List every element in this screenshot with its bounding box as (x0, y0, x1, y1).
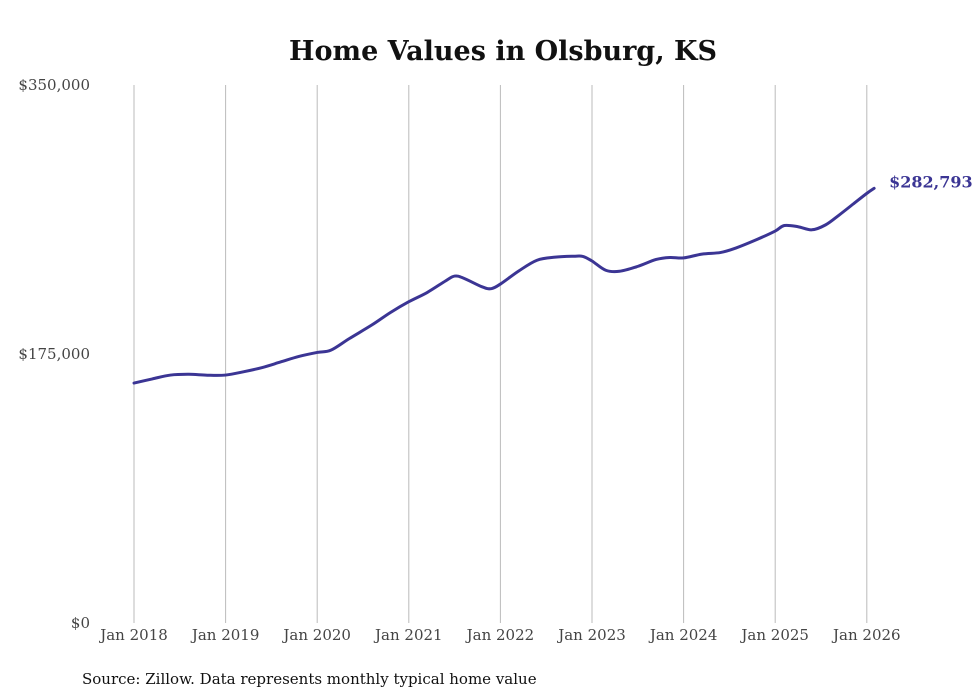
x-tick-label: Jan 2024 (648, 626, 718, 644)
x-tick-label: Jan 2023 (556, 626, 626, 644)
chart-title: Home Values in Olsburg, KS (289, 36, 717, 67)
x-tick-label: Jan 2021 (373, 626, 443, 644)
y-tick-label: $0 (71, 614, 90, 632)
y-tick-label: $175,000 (18, 345, 90, 363)
x-tick-label: Jan 2025 (739, 626, 809, 644)
x-tick-label: Jan 2022 (465, 626, 535, 644)
end-value-label: $282,793 (889, 172, 973, 191)
x-tick-label: Jan 2020 (281, 626, 351, 644)
source-note: Source: Zillow. Data represents monthly … (82, 670, 537, 688)
x-tick-label: Jan 2019 (190, 626, 260, 644)
series-line-home-value (132, 186, 876, 385)
y-tick-label: $350,000 (18, 76, 90, 94)
x-tick-label: Jan 2026 (831, 626, 901, 644)
x-tick-label: Jan 2018 (98, 626, 168, 644)
